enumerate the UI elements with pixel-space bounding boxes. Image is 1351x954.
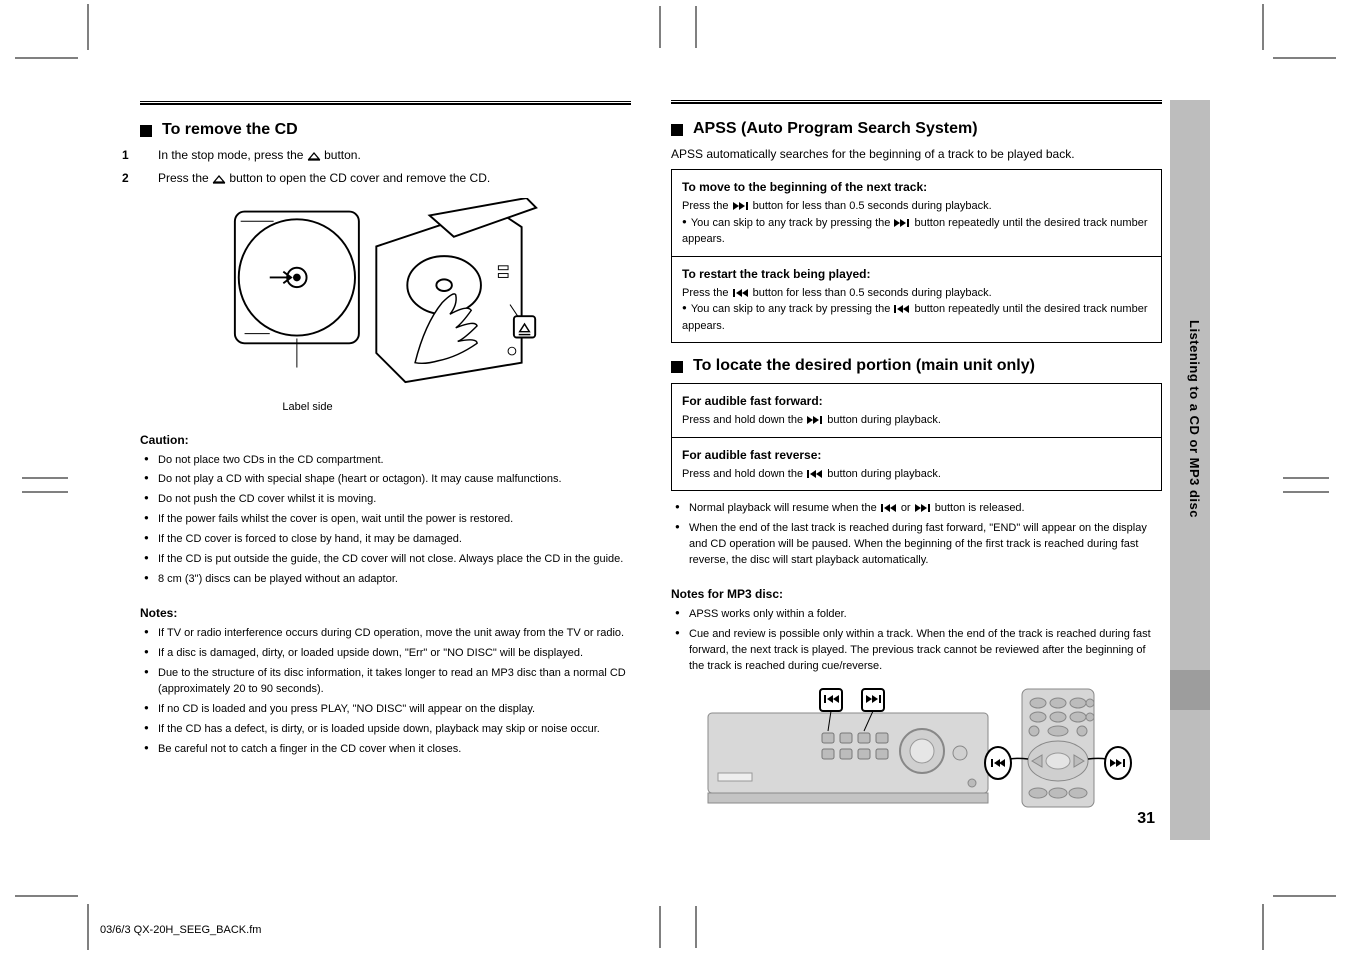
mp3-notes-list: APSS works only within a folder. Cue and… — [675, 607, 1162, 675]
illustration-caption: Label side — [153, 401, 463, 413]
mp3-notes-heading: Notes for MP3 disc: — [671, 587, 1162, 601]
notes-list: If TV or radio interference occurs durin… — [144, 626, 631, 758]
notes-heading: Notes: — [140, 606, 631, 620]
fast-forward-icon — [806, 415, 824, 425]
caution-heading: Caution: — [140, 433, 631, 447]
apss-desc: APSS automatically searches for the begi… — [671, 146, 1162, 163]
footer-text: 03/6/3 QX-20H_SEEG_BACK.fm — [100, 924, 261, 936]
apss-table: To move to the beginning of the next tra… — [671, 169, 1162, 343]
step-2: 2Press the button to open the CD cover a… — [158, 170, 631, 187]
left-column: To remove the CD 1In the stop mode, pres… — [140, 100, 631, 818]
sidebar-tab-active — [1170, 670, 1210, 710]
device-illustration — [702, 683, 1132, 818]
right-column: APSS (Auto Program Search System) APSS a… — [671, 100, 1210, 818]
section-marker — [671, 361, 683, 373]
next-track-icon — [893, 218, 911, 228]
step-1: 1In the stop mode, press the button. — [158, 147, 631, 164]
next-track-icon — [732, 201, 750, 211]
sidebar-label: Listening to a CD or MP3 disc — [1187, 320, 1202, 518]
section-title-apss: APSS (Auto Program Search System) — [693, 120, 978, 138]
prev-track-icon — [732, 288, 750, 298]
section-marker — [140, 125, 152, 137]
caution-list: Do not place two CDs in the CD compartme… — [144, 453, 631, 589]
fast-reverse-icon — [806, 469, 824, 479]
prev-track-icon — [893, 304, 911, 314]
section-marker — [671, 124, 683, 136]
section-title-cue: To locate the desired portion (main unit… — [693, 357, 1035, 375]
section-title-remove-cd: To remove the CD — [162, 121, 298, 139]
cue-notes-list: Normal playback will resume when the or … — [675, 501, 1162, 569]
cue-table: For audible fast forward: Press and hold… — [671, 383, 1162, 491]
cd-removal-illustration: Label side — [231, 198, 541, 413]
page-number: 31 — [1137, 810, 1155, 828]
